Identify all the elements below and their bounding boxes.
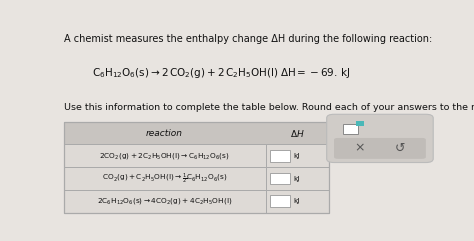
Text: A chemist measures the enthalpy change ΔH during the following reaction:: A chemist measures the enthalpy change Δ… xyxy=(64,34,432,45)
Bar xyxy=(64,122,329,144)
FancyBboxPatch shape xyxy=(327,114,433,162)
Text: Use this information to complete the table below. Round each of your answers to : Use this information to complete the tab… xyxy=(64,103,474,112)
Text: kJ: kJ xyxy=(293,175,300,181)
Bar xyxy=(270,150,290,162)
Bar xyxy=(270,195,290,207)
Text: $\mathsf{\Delta H = -69.\,kJ}$: $\mathsf{\Delta H = -69.\,kJ}$ xyxy=(280,66,350,80)
Text: ×: × xyxy=(355,142,365,155)
Bar xyxy=(266,167,329,190)
Bar xyxy=(64,144,266,167)
Text: $\mathsf{2C_6H_{12}O_6(s) \rightarrow 4CO_2(g) + 4C_2H_5OH(l)}$: $\mathsf{2C_6H_{12}O_6(s) \rightarrow 4C… xyxy=(97,196,232,206)
Text: $\mathsf{C_6H_{12}O_6(s) \rightarrow 2\,CO_2(g) + 2\,C_2H_5OH(l)}$: $\mathsf{C_6H_{12}O_6(s) \rightarrow 2\,… xyxy=(92,66,279,80)
Text: kJ: kJ xyxy=(293,153,300,159)
FancyBboxPatch shape xyxy=(334,138,426,159)
Bar xyxy=(64,122,329,213)
Bar xyxy=(266,190,329,213)
Bar xyxy=(64,167,266,190)
Text: $\mathsf{CO_2(g) + C_2H_5OH(l) \rightarrow \frac{1}{2}C_6H_{12}O_6(s)}$: $\mathsf{CO_2(g) + C_2H_5OH(l) \rightarr… xyxy=(102,171,228,186)
Bar xyxy=(343,124,358,134)
Bar xyxy=(356,121,364,126)
Bar xyxy=(270,173,290,184)
Text: reaction: reaction xyxy=(146,128,183,138)
Text: ↺: ↺ xyxy=(395,142,405,155)
Bar xyxy=(266,144,329,167)
Text: kJ: kJ xyxy=(293,198,300,204)
Bar xyxy=(64,190,266,213)
Text: $\Delta H$: $\Delta H$ xyxy=(290,127,305,139)
Text: $\mathsf{2CO_2(g) + 2C_2H_5OH(l) \rightarrow C_6H_{12}O_6(s)}$: $\mathsf{2CO_2(g) + 2C_2H_5OH(l) \righta… xyxy=(99,151,230,161)
